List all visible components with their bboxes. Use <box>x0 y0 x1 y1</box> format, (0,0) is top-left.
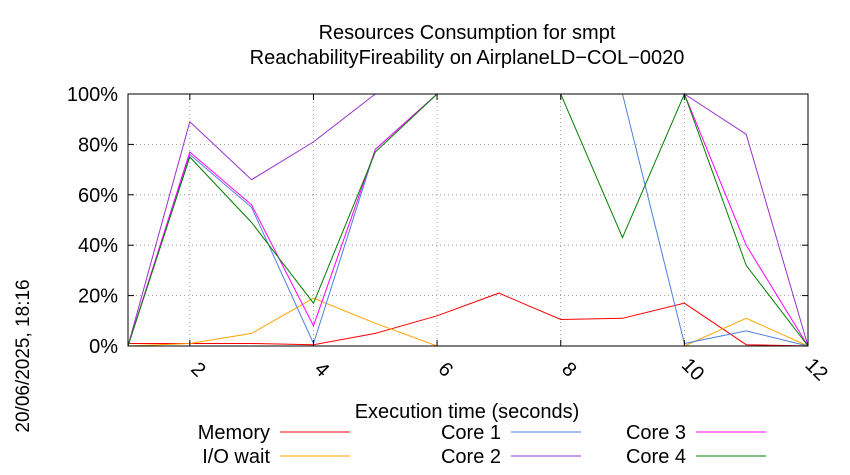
y-tick-label: 100% <box>67 84 118 106</box>
legend-item-memory: Memory <box>198 422 350 444</box>
series-line-core-1 <box>127 93 809 347</box>
chart-title-line-1: Resources Consumption for smpt <box>319 22 616 44</box>
y-axis-ticks: 0% 20% 40% 60% 80% 100% <box>67 84 808 358</box>
legend-item-i-o-wait: I/O wait <box>202 446 350 468</box>
series-line-core-3 <box>127 93 809 347</box>
timestamp-label: 20/06/2025, 18:16 <box>13 279 34 432</box>
x-tick-label: 10 <box>677 354 708 385</box>
x-axis-title: Execution time (seconds) <box>355 401 580 423</box>
y-tick-label: 0% <box>89 336 118 358</box>
x-tick-label: 12 <box>801 354 832 385</box>
legend-label: Core 3 <box>626 422 686 444</box>
grid <box>128 94 808 346</box>
chart-title-line-2: ReachabilityFireability on AirplaneLD−CO… <box>250 47 685 69</box>
legend-item-core-4: Core 4 <box>626 446 766 468</box>
legend-label: Core 4 <box>626 446 686 468</box>
x-tick-label: 6 <box>434 358 457 381</box>
y-tick-label: 80% <box>78 134 118 156</box>
legend-item-core-1: Core 1 <box>441 422 581 444</box>
legend-label: Core 1 <box>441 422 501 444</box>
x-tick-label: 4 <box>310 358 333 381</box>
series-line-memory <box>128 292 809 347</box>
legend-label: I/O wait <box>202 446 270 468</box>
legend-item-core-3: Core 3 <box>626 422 766 444</box>
y-tick-label: 20% <box>78 286 118 308</box>
series-line-core-4 <box>127 92 809 347</box>
legend-item-core-2: Core 2 <box>441 446 581 468</box>
x-axis-ticks: 2 4 6 8 10 12 <box>186 94 832 385</box>
series-lines <box>127 92 809 347</box>
x-tick-label: 2 <box>186 358 209 381</box>
legend-label: Memory <box>198 422 270 444</box>
plot-frame <box>127 93 809 347</box>
y-tick-label: 40% <box>78 235 118 257</box>
series-line-core-2 <box>127 93 809 347</box>
x-tick-label: 8 <box>557 358 580 381</box>
y-tick-label: 60% <box>78 185 118 207</box>
legend-label: Core 2 <box>441 446 501 468</box>
